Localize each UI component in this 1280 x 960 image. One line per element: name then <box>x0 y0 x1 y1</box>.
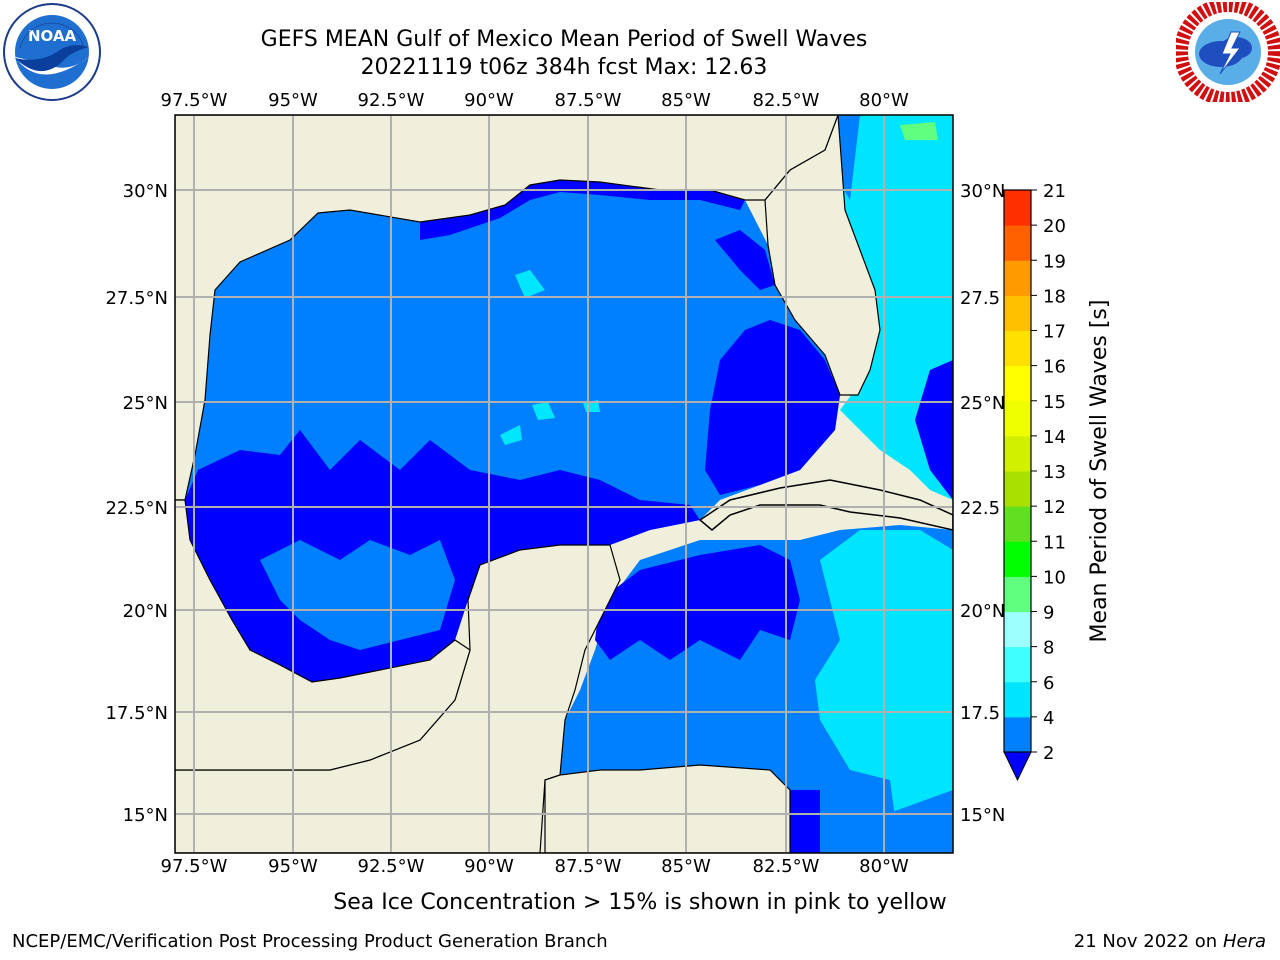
colorbar-segment-5 <box>1004 541 1031 577</box>
colorbar-segment-8 <box>1004 435 1031 472</box>
gulf-dark-east <box>705 320 840 495</box>
colorbar-tick-5: 10 <box>1043 567 1066 588</box>
colorbar-tick-12: 17 <box>1043 322 1066 343</box>
colorbar-tick-10: 15 <box>1043 392 1066 413</box>
colorbar-segment-10 <box>1004 365 1031 402</box>
atlantic-mid-edge <box>838 115 860 200</box>
colorbar-tick-14: 19 <box>1043 251 1066 272</box>
lat-tick-right-2: 25°N <box>960 393 1005 414</box>
cuba-land <box>698 479 953 531</box>
lat-tick-right-0: 30°N <box>960 181 1005 202</box>
colorbar-segment-2 <box>1004 646 1031 683</box>
sea-ice-note: Sea Ice Concentration > 15% is shown in … <box>333 890 947 915</box>
lon-tick-top-3: 90°W <box>464 90 514 111</box>
colorbar-segment-9 <box>1004 400 1031 437</box>
lon-tick-bottom-5: 85°W <box>661 856 711 877</box>
lon-tick-bottom-6: 82.5°W <box>753 856 820 877</box>
colorbar-tick-9: 14 <box>1043 427 1066 448</box>
colorbar-segment-14 <box>1004 225 1031 261</box>
colorbar-tick-1: 4 <box>1043 708 1054 729</box>
caribbean-dark-south <box>790 790 820 853</box>
colorbar-tick-3: 8 <box>1043 638 1054 659</box>
lat-tick-right-5: 17.5 <box>960 703 1000 724</box>
colorbar-segment-0 <box>1004 716 1031 753</box>
colorbar-tick-16: 21 <box>1043 181 1066 202</box>
map-field <box>175 115 953 853</box>
lon-tick-bottom-7: 80°W <box>859 856 909 877</box>
us-gulf-coast-land <box>175 115 839 501</box>
lat-tick-right-3: 22.5 <box>960 498 1000 519</box>
nws-logo-icon <box>1176 2 1280 102</box>
lon-tick-top-5: 85°W <box>661 90 711 111</box>
colorbar-extend-arrow <box>1003 751 1032 782</box>
colorbar-tick-2: 6 <box>1043 673 1054 694</box>
footer-date: 21 Nov 2022 on Hera <box>1074 931 1266 952</box>
colorbar-label: Mean Period of Swell Waves [s] <box>1087 300 1112 643</box>
colorbar-tick-11: 16 <box>1043 357 1066 378</box>
footer-host: Hera <box>1222 931 1266 952</box>
colorbar-segment-12 <box>1004 295 1031 331</box>
lon-tick-top-6: 82.5°W <box>753 90 820 111</box>
noaa-logo-icon: NOAA <box>3 3 101 101</box>
lon-tick-top-4: 87.5°W <box>555 90 622 111</box>
colorbar-segment-1 <box>1004 681 1031 718</box>
lon-tick-bottom-0: 97.5°W <box>161 856 228 877</box>
lat-tick-right-6: 15°N <box>960 805 1005 826</box>
colorbar-tick-8: 13 <box>1043 462 1066 483</box>
lat-tick-right-4: 20°N <box>960 601 1005 622</box>
cyan-spot-1 <box>515 270 545 298</box>
gulf-dark-north-edge <box>420 180 745 240</box>
lon-tick-bottom-1: 95°W <box>268 856 318 877</box>
gulf-dark-northeast <box>715 230 775 290</box>
caribbean-mid-southeast <box>870 790 953 853</box>
colorbar-segment-4 <box>1004 576 1031 612</box>
cyan-spot-2 <box>532 402 555 420</box>
colorbar-tick-4: 9 <box>1043 603 1054 624</box>
lon-tick-top-7: 80°W <box>859 90 909 111</box>
lat-tick-left-0: 30°N <box>123 181 168 202</box>
gulf-mid-patch-south <box>260 540 455 650</box>
atlantic-dark-strip <box>915 360 953 500</box>
lat-tick-left-1: 27.5°N <box>105 288 168 309</box>
title-line-2: 20221119 t06z 384h fcst Max: 12.63 <box>360 55 768 80</box>
lon-tick-top-2: 92.5°W <box>358 90 425 111</box>
lon-tick-top-1: 95°W <box>268 90 318 111</box>
colorbar-segment-7 <box>1004 471 1031 507</box>
footer-date-text: 21 Nov 2022 on <box>1073 931 1218 952</box>
cyan-spot-3 <box>500 425 522 445</box>
lon-tick-bottom-4: 87.5°W <box>555 856 622 877</box>
colorbar-tick-0: 2 <box>1043 743 1054 764</box>
colorbar-tick-7: 12 <box>1043 497 1066 518</box>
colorbar-tick-15: 20 <box>1043 216 1066 237</box>
colorbar-segment-11 <box>1004 330 1031 367</box>
lon-tick-bottom-3: 90°W <box>464 856 514 877</box>
colorbar-segment-15 <box>1004 190 1031 226</box>
lat-tick-left-5: 17.5°N <box>105 703 168 724</box>
footer-credit: NCEP/EMC/Verification Post Processing Pr… <box>12 931 608 952</box>
svg-text:NOAA: NOAA <box>28 27 77 45</box>
lon-tick-bottom-2: 92.5°W <box>358 856 425 877</box>
chart-title: GEFS MEAN Gulf of Mexico Mean Period of … <box>244 26 884 82</box>
colorbar-segment-3 <box>1004 611 1031 648</box>
mexico-land <box>175 499 471 771</box>
lat-tick-left-2: 25°N <box>123 393 168 414</box>
central-america-land <box>544 764 791 853</box>
colorbar-segment-6 <box>1004 506 1031 542</box>
colorbar-tick-13: 18 <box>1043 286 1066 307</box>
title-line-1: GEFS MEAN Gulf of Mexico Mean Period of … <box>260 27 868 52</box>
lat-tick-left-6: 15°N <box>123 805 168 826</box>
atlantic-green-spot <box>900 122 938 140</box>
caribbean-dark <box>595 545 800 660</box>
map-frame <box>174 114 954 854</box>
colorbar-tick-6: 11 <box>1043 532 1066 553</box>
lat-tick-right-1: 27.5 <box>960 288 1000 309</box>
colorbar-segment-13 <box>1004 260 1031 296</box>
lon-tick-top-0: 97.5°W <box>161 90 228 111</box>
lat-tick-left-3: 22.5°N <box>105 498 168 519</box>
lat-tick-left-4: 20°N <box>123 601 168 622</box>
